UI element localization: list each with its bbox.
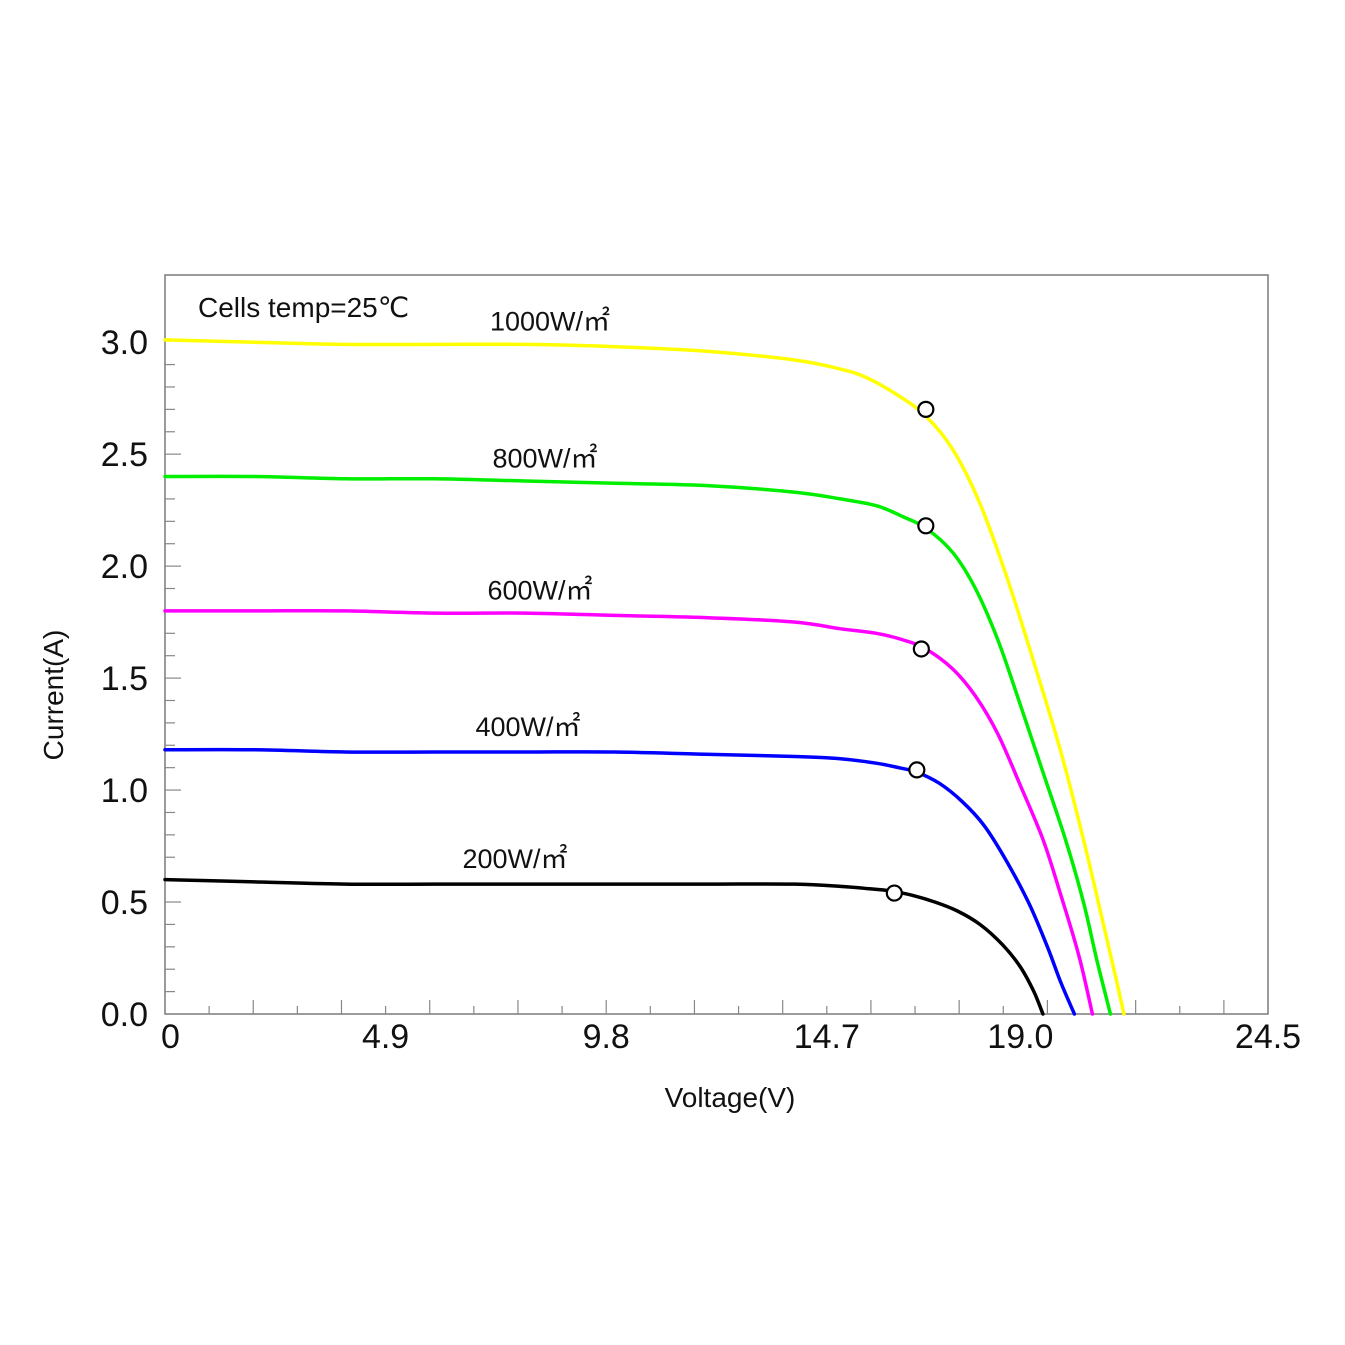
series-label: 800W/㎡: [492, 443, 597, 473]
x-tick-label: 14.7: [794, 1018, 860, 1056]
series-group: [163, 338, 1126, 1016]
minor-ticks: [165, 363, 1225, 1014]
series-line: [163, 474, 1113, 1016]
series-labels: 1000W/㎡ 800W/㎡ 600W/㎡ 400W/㎡ 200W/㎡: [462, 307, 610, 874]
x-tick-label: 19.0: [987, 1018, 1053, 1056]
y-tick-label: 1.0: [101, 772, 148, 810]
mpp-marker: [917, 400, 935, 418]
mpp-marker: [917, 517, 935, 535]
mpp-marker: [912, 640, 930, 658]
y-tick-label: 2.5: [101, 436, 148, 474]
plot-frame: [164, 274, 1269, 1015]
series-line: [163, 747, 1077, 1016]
y-tick-label: 2.0: [101, 548, 148, 586]
x-tick-label: 9.8: [583, 1018, 630, 1056]
series-label: 200W/㎡: [462, 844, 567, 874]
series-line: [163, 608, 1095, 1016]
x-axis-ticks: 0 4.9 9.8 14.7 19.0 24.5: [161, 1018, 1301, 1056]
x-tick-label: 4.9: [362, 1018, 409, 1056]
series-label: 600W/㎡: [487, 575, 592, 605]
y-tick-label: 1.5: [101, 660, 148, 698]
x-tick-label: 0: [161, 1018, 180, 1056]
temperature-annotation: Cells temp=25℃: [198, 292, 409, 323]
mpp-marker: [908, 761, 926, 779]
series-line: [163, 338, 1126, 1016]
mpp-marker: [885, 884, 903, 902]
y-axis-title: Current(A): [38, 630, 69, 761]
series-label: 400W/㎡: [475, 712, 580, 742]
series-line: [163, 877, 1045, 1016]
y-tick-label: 3.0: [101, 324, 148, 362]
y-tick-label: 0.0: [101, 996, 148, 1034]
y-tick-label: 0.5: [101, 884, 148, 922]
series-label: 1000W/㎡: [490, 307, 610, 337]
mpp-markers: [885, 400, 935, 902]
x-axis-title: Voltage(V): [665, 1082, 796, 1113]
y-axis-ticks: 0.0 0.5 1.0 1.5 2.0 2.5 3.0: [101, 324, 148, 1034]
x-tick-label: 24.5: [1235, 1018, 1301, 1056]
